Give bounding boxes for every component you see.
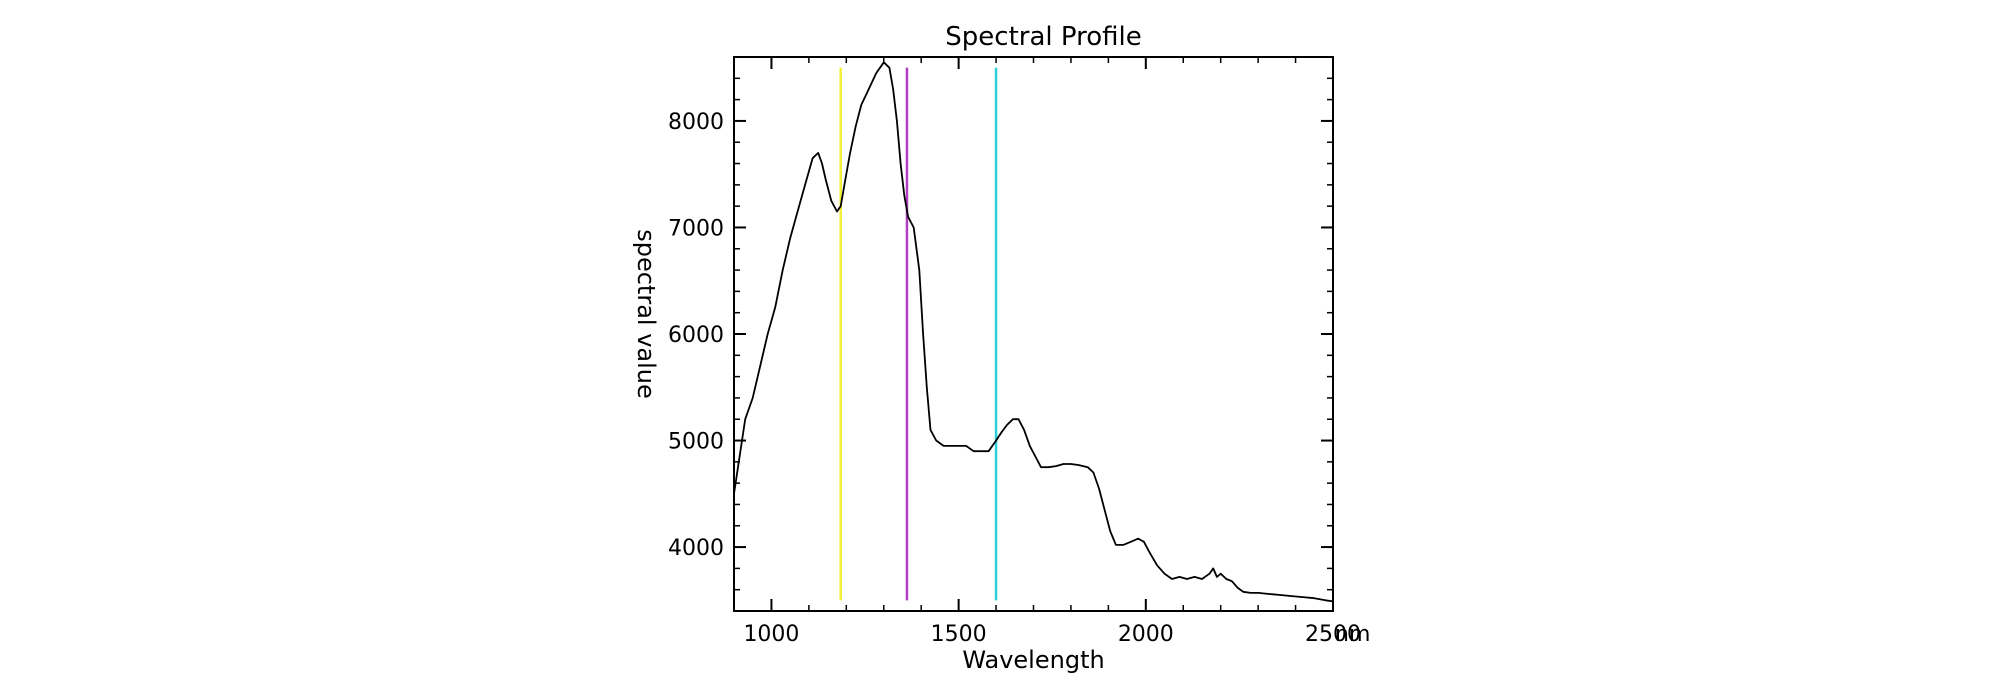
series-line-spectrum (733, 61, 1334, 603)
y-tick-label: 7000 (668, 216, 724, 241)
y-tick-label: 5000 (668, 430, 724, 455)
x-tick-label: 1000 (743, 622, 799, 647)
x-axis-label: Wavelength (962, 646, 1104, 674)
x-unit-label: nm (1335, 622, 1370, 647)
y-axis-label: spectral value (632, 229, 660, 399)
plot-frame (733, 56, 1334, 612)
x-tick-label: 2000 (1118, 622, 1174, 647)
y-tick-label: 4000 (668, 536, 724, 561)
y-tick-label: 8000 (668, 110, 724, 135)
x-tick-label: 2500 (1305, 622, 1361, 647)
y-tick-label: 6000 (668, 323, 724, 348)
x-tick-label: 1500 (931, 622, 987, 647)
chart-title: Spectral Profile (945, 22, 1141, 52)
